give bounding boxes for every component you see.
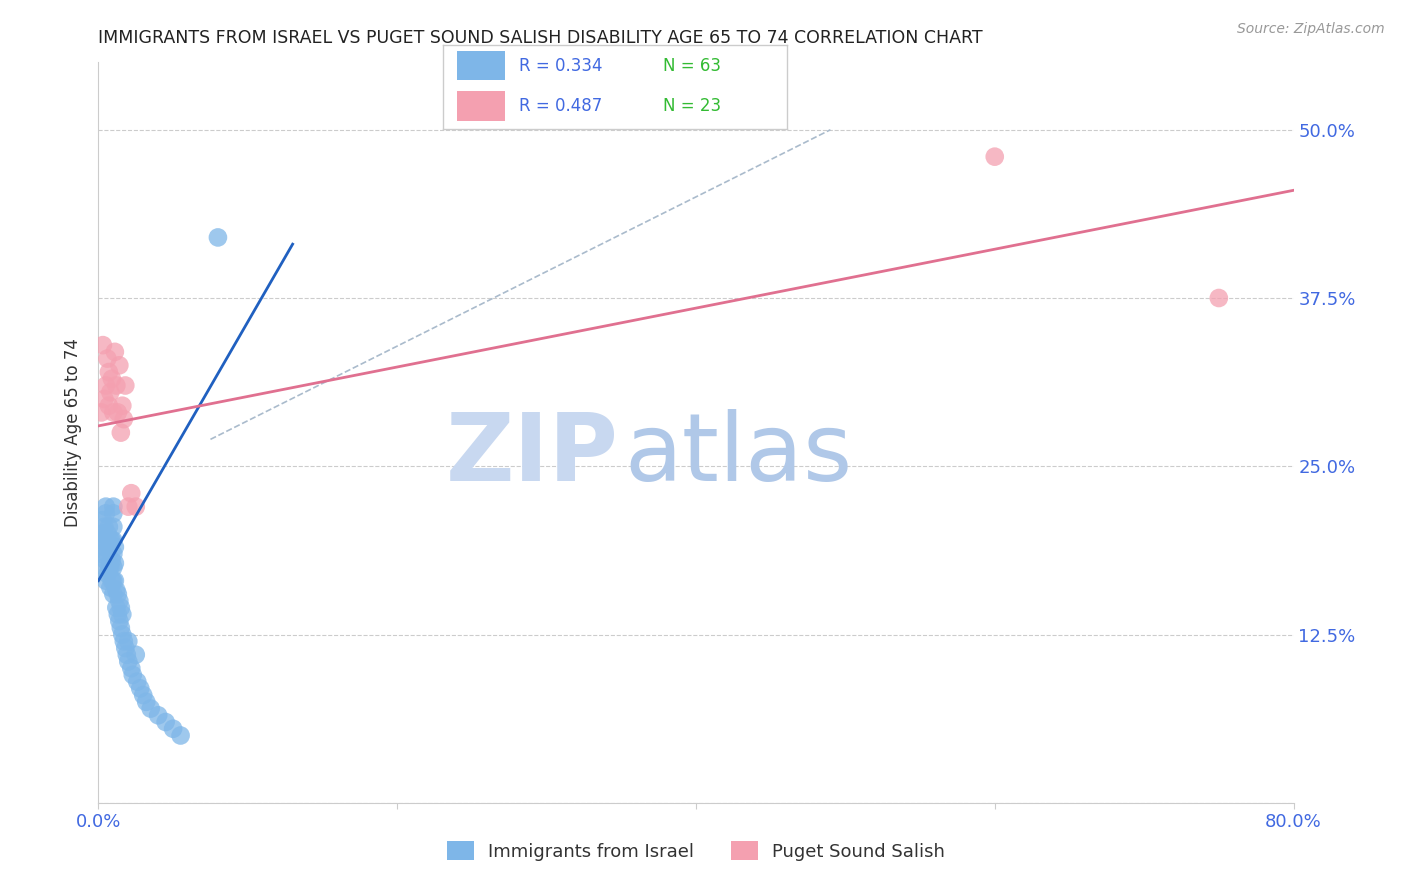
Point: [93, 560, 115, 574]
Point: [1208, 291, 1230, 305]
Point: [98, 385, 122, 400]
Point: [97, 520, 120, 534]
Point: [96, 526, 118, 541]
Point: [104, 556, 127, 570]
Point: [97, 365, 120, 379]
Point: [101, 553, 124, 567]
Legend: Immigrants from Israel, Puget Sound Salish: Immigrants from Israel, Puget Sound Sali…: [440, 834, 952, 868]
Point: [93, 520, 115, 534]
Point: [96, 351, 118, 366]
Point: [94, 533, 117, 548]
Point: [104, 540, 127, 554]
Point: [135, 695, 157, 709]
Point: [111, 399, 134, 413]
Point: [97, 399, 120, 413]
Point: [103, 520, 125, 534]
Point: [207, 230, 229, 244]
Text: R = 0.487: R = 0.487: [519, 97, 602, 115]
Point: [125, 648, 148, 662]
Point: [105, 600, 128, 615]
Point: [91, 526, 114, 541]
Point: [110, 425, 132, 440]
Point: [98, 560, 122, 574]
Point: [104, 574, 127, 588]
Point: [101, 372, 124, 386]
Point: [108, 359, 131, 373]
Point: [94, 553, 117, 567]
Point: [90, 405, 112, 419]
Point: [110, 621, 132, 635]
Point: [96, 547, 118, 561]
Point: [120, 486, 142, 500]
Point: [96, 566, 118, 581]
Point: [103, 405, 125, 419]
Point: [94, 574, 117, 588]
Point: [107, 607, 129, 622]
Point: [169, 729, 191, 743]
Point: [110, 600, 132, 615]
Point: [101, 533, 124, 548]
Text: N = 23: N = 23: [664, 97, 721, 115]
Point: [98, 581, 122, 595]
Point: [107, 587, 129, 601]
Point: [91, 338, 114, 352]
Point: [105, 583, 128, 598]
Point: [114, 378, 136, 392]
Point: [97, 560, 120, 574]
Point: [125, 500, 148, 514]
Point: [90, 533, 112, 548]
Point: [120, 661, 142, 675]
Point: [155, 714, 177, 729]
Text: ZIP: ZIP: [446, 409, 619, 500]
Point: [91, 513, 114, 527]
Point: [94, 507, 117, 521]
Point: [105, 378, 128, 392]
Point: [111, 627, 134, 641]
Point: [97, 540, 120, 554]
Point: [93, 540, 115, 554]
Point: [162, 722, 184, 736]
Point: [103, 507, 125, 521]
Point: [117, 634, 139, 648]
Point: [111, 607, 134, 622]
Y-axis label: Disability Age 65 to 74: Disability Age 65 to 74: [65, 338, 83, 527]
Point: [108, 614, 131, 628]
Point: [103, 533, 125, 548]
Point: [103, 560, 125, 574]
Point: [94, 378, 117, 392]
Point: [103, 547, 125, 561]
Bar: [457, 91, 505, 120]
Bar: [457, 51, 505, 80]
Point: [103, 587, 125, 601]
Point: [129, 681, 152, 696]
Point: [121, 668, 143, 682]
Text: R = 0.334: R = 0.334: [519, 57, 602, 75]
Point: [112, 412, 135, 426]
Text: atlas: atlas: [624, 409, 852, 500]
Point: [101, 574, 124, 588]
Point: [112, 634, 135, 648]
Point: [132, 688, 155, 702]
Point: [94, 500, 117, 514]
Point: [103, 500, 125, 514]
Point: [104, 344, 127, 359]
Point: [98, 533, 122, 548]
Point: [93, 392, 115, 406]
Text: N = 63: N = 63: [664, 57, 721, 75]
Point: [103, 574, 125, 588]
Text: IMMIGRANTS FROM ISRAEL VS PUGET SOUND SALISH DISABILITY AGE 65 TO 74 CORRELATION: IMMIGRANTS FROM ISRAEL VS PUGET SOUND SA…: [98, 29, 983, 47]
Point: [139, 701, 162, 715]
Point: [114, 640, 136, 655]
Point: [107, 405, 129, 419]
Point: [117, 655, 139, 669]
Point: [127, 674, 149, 689]
Point: [148, 708, 170, 723]
Point: [117, 500, 139, 514]
Text: Source: ZipAtlas.com: Source: ZipAtlas.com: [1237, 22, 1385, 37]
Point: [108, 594, 131, 608]
Point: [984, 150, 1007, 164]
Point: [90, 547, 112, 561]
Point: [115, 648, 138, 662]
